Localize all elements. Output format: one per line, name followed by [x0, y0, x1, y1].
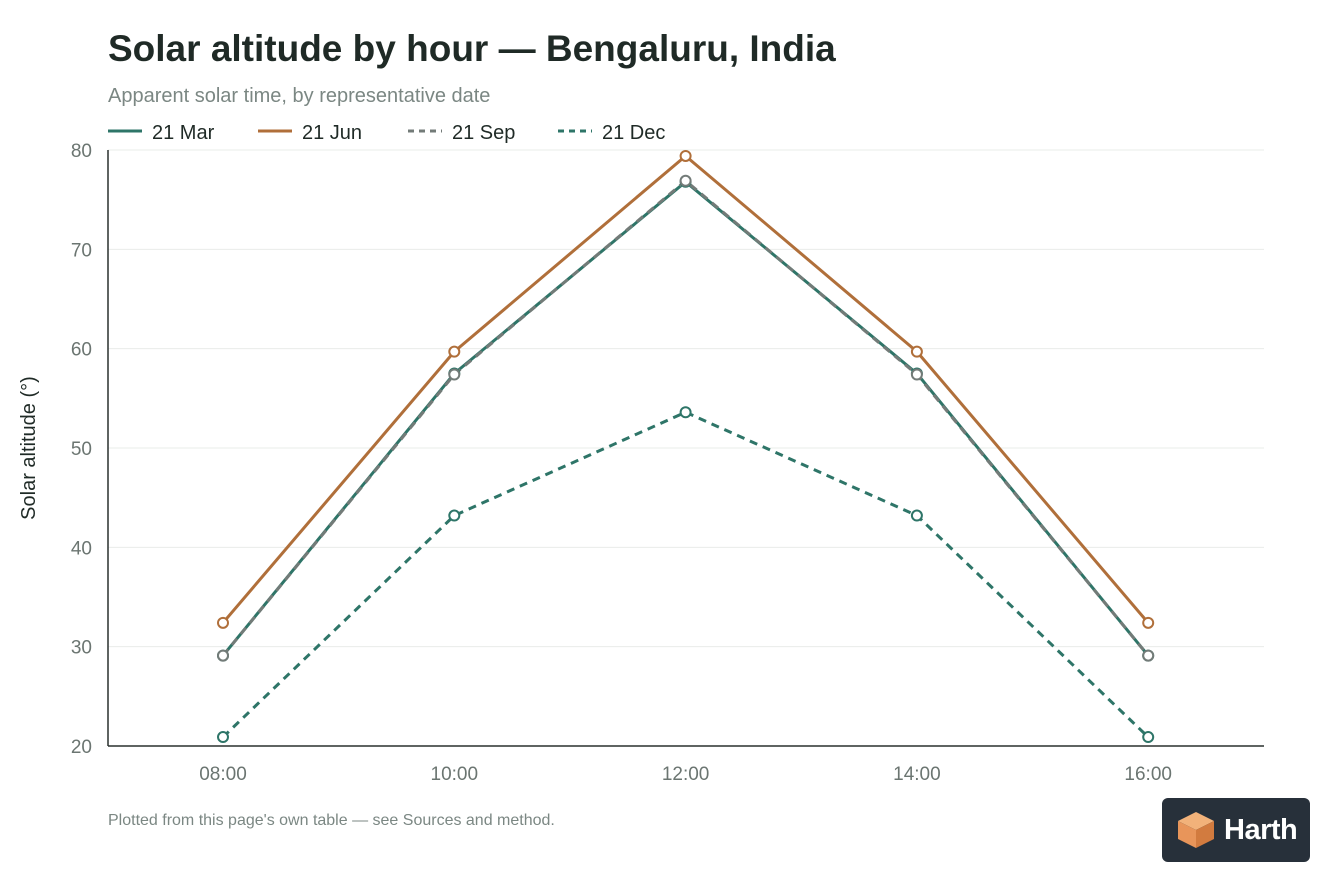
logo-icon-right: [1196, 821, 1214, 848]
data-point-2-0: [217, 649, 229, 662]
data-point-1-2: [679, 149, 692, 162]
legend-label-2: 21 Sep: [452, 122, 515, 144]
x-axis-ticks: 08:00 10:00 12:00 14:00 16:00: [199, 764, 1172, 785]
data-point-2-4: [1142, 649, 1155, 662]
y-tick-label-50: 50: [71, 439, 92, 460]
harth-logo-icon: [1178, 812, 1214, 848]
y-tick-label-30: 30: [71, 638, 92, 659]
harth-logo[interactable]: Harth: [1162, 798, 1310, 862]
chart-title: Solar altitude by hour — Bengaluru, Indi…: [108, 28, 836, 69]
data-point-1-1: [448, 345, 461, 358]
logo-wordmark: Harth: [1224, 813, 1298, 846]
y-axis-ticks: 20 30 40 50 60 70 80: [71, 141, 92, 758]
data-point-3-1: [448, 509, 461, 522]
legend: 21 Mar 21 Jun 21 Sep 21 Dec: [108, 122, 665, 144]
x-tick-label-1000: 10:00: [431, 764, 479, 785]
data-point-1-4: [1142, 616, 1155, 629]
y-tick-label-60: 60: [71, 340, 92, 361]
series-line-1: [221, 154, 1150, 624]
data-point-3-4: [1142, 731, 1155, 744]
y-tick-label-70: 70: [71, 240, 92, 261]
x-tick-label-1600: 16:00: [1124, 764, 1172, 785]
x-tick-label-1200: 12:00: [662, 764, 710, 785]
data-point-2-2: [679, 174, 692, 187]
data-point-1-3: [910, 345, 923, 358]
chart-footnote: Plotted from this page's own table — see…: [108, 812, 555, 829]
legend-label-0: 21 Mar: [152, 122, 215, 144]
data-point-2-3: [910, 368, 923, 381]
data-point-2-1: [448, 368, 461, 381]
chart-subtitle: Apparent solar time, by representative d…: [108, 85, 491, 107]
y-axis-label: Solar altitude (°): [18, 376, 40, 520]
legend-label-1: 21 Jun: [302, 122, 362, 144]
logo-icon-left: [1178, 821, 1196, 848]
x-tick-label-1400: 14:00: [893, 764, 941, 785]
y-tick-label-40: 40: [71, 538, 92, 559]
y-tick-label-20: 20: [71, 737, 92, 758]
series-line-0: [221, 180, 1150, 657]
legend-label-3: 21 Dec: [602, 122, 665, 144]
data-point-1-0: [217, 616, 229, 629]
series-points: [217, 149, 1155, 744]
axes: [107, 150, 1264, 747]
data-point-3-0: [217, 731, 229, 744]
y-tick-label-80: 80: [71, 141, 92, 162]
x-tick-label-0800: 08:00: [199, 764, 247, 785]
grid-lines: [108, 149, 1264, 648]
series-lines: [221, 154, 1150, 739]
data-point-3-2: [679, 406, 692, 419]
series-line-3: [221, 410, 1150, 739]
data-point-3-3: [910, 509, 923, 522]
